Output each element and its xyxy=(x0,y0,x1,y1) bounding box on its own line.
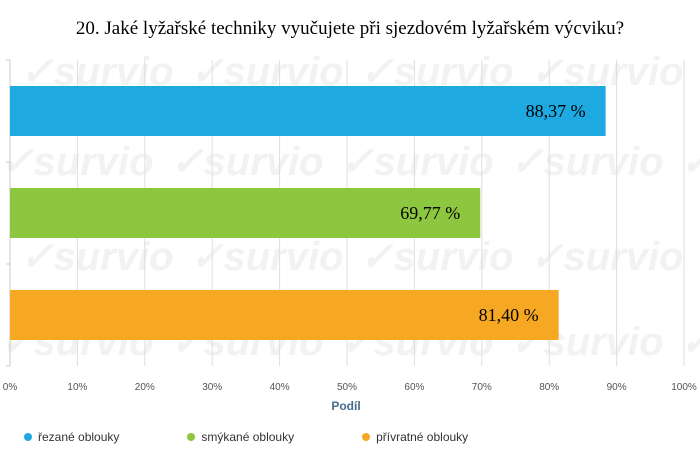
bar xyxy=(10,188,481,238)
legend-marker xyxy=(362,433,371,441)
watermark-text: ✓survio xyxy=(680,320,700,364)
x-tick-label: 100% xyxy=(671,382,697,393)
x-axis-label: Podíl xyxy=(331,399,360,413)
bar xyxy=(10,86,606,136)
bar-value-label: 69,77 % xyxy=(400,203,460,223)
watermark-text: ✓survio xyxy=(190,235,344,279)
legend-label: přívratné oblouky xyxy=(376,430,469,444)
bar-value-label: 88,37 % xyxy=(526,101,586,121)
x-tick-label: 80% xyxy=(539,382,559,393)
legend-label: řezané oblouky xyxy=(38,430,120,444)
legend: řezané oblouky smýkané oblouky přívratné o… xyxy=(24,430,536,444)
legend-item[interactable]: přívratné oblouky xyxy=(362,430,468,444)
chart-title: 20. Jaké lyžařské techniky vyučujete při… xyxy=(75,18,625,39)
watermark-text: ✓survio xyxy=(340,140,494,184)
x-tick-label: 30% xyxy=(202,382,222,393)
bars: 88,37 % 69,77 % 81,40 % xyxy=(10,86,606,340)
watermark: ✓survio ✓survio ✓survio ✓survio ✓survio ✓surv… xyxy=(0,50,700,364)
legend-marker xyxy=(187,433,196,441)
legend-item[interactable]: řezané oblouky xyxy=(24,430,119,444)
x-tick-label: 70% xyxy=(472,382,492,393)
x-tick-label: 10% xyxy=(67,382,87,393)
watermark-text: ✓survio xyxy=(360,235,514,279)
watermark-text: ✓survio xyxy=(20,235,174,279)
x-tick-label: 50% xyxy=(337,382,357,393)
x-tick-label: 40% xyxy=(270,382,290,393)
legend-label: smýkané oblouky xyxy=(201,430,295,444)
bar-value-label: 81,40 % xyxy=(479,305,539,325)
bar xyxy=(10,290,559,340)
legend-item[interactable]: smýkané oblouky xyxy=(187,430,294,444)
x-tick-label: 60% xyxy=(404,382,424,393)
watermark-text: ✓survio xyxy=(0,140,154,184)
watermark-text: ✓survio xyxy=(510,140,664,184)
watermark-text: ✓survio xyxy=(530,235,684,279)
watermark-text: ✓survio xyxy=(170,140,324,184)
x-tick-label: 0% xyxy=(3,382,18,393)
watermark-text: ✓survio xyxy=(680,140,700,184)
x-tick-label: 20% xyxy=(135,382,155,393)
x-axis-ticks: 0% 10% 20% 30% 40% 50% 60% 70% 80% 90% 100% xyxy=(3,382,697,393)
legend-marker xyxy=(24,433,32,441)
x-tick-label: 90% xyxy=(607,382,627,393)
